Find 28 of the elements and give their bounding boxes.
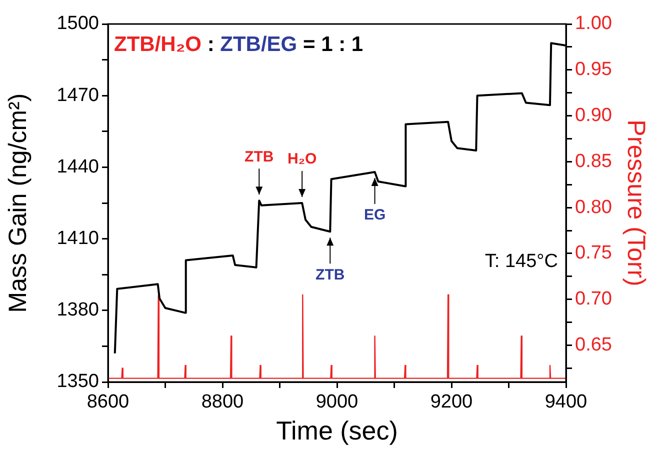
y-axis-title: Mass Gain (ng/cm²): [4, 93, 32, 313]
y-tick-label: 1380: [56, 300, 99, 321]
y2-tick-label: 1.00: [575, 13, 612, 34]
x-tick-label: 8600: [86, 392, 130, 413]
x-tick-label: 8800: [201, 392, 244, 413]
y2-tick-label: 0.65: [575, 334, 612, 356]
x-tick-label: 9400: [544, 392, 588, 413]
y-tick-label: 1470: [56, 84, 99, 106]
annotation: T: 145°C: [484, 251, 558, 272]
x-tick-label: 9000: [316, 392, 358, 413]
y-tick-label: 1410: [56, 228, 99, 250]
annotation: ZTB: [316, 266, 345, 284]
y2-tick-label: 0.75: [575, 242, 612, 264]
y-tick-label: 1500: [56, 13, 99, 34]
y2-tick-label: 0.70: [575, 288, 612, 310]
annotation: ZTB: [244, 148, 274, 166]
y2-tick-label: 0.85: [575, 150, 612, 172]
y2-tick-label: 0.90: [575, 105, 612, 126]
chart-title: ZTB/H₂O : ZTB/EG = 1 : 1: [114, 33, 364, 56]
x-tick-label: 9200: [430, 392, 473, 413]
annotation: EG: [364, 206, 386, 224]
y2-tick-label: 0.80: [575, 196, 612, 218]
x-axis-title: Time (sec): [276, 416, 398, 446]
annotation: H₂O: [287, 150, 317, 168]
y2-axis-title: Pressure (Torr): [622, 120, 650, 286]
y2-tick-label: 0.95: [575, 59, 612, 80]
y-tick-label: 1350: [56, 371, 99, 392]
y-tick-label: 1440: [56, 156, 99, 178]
